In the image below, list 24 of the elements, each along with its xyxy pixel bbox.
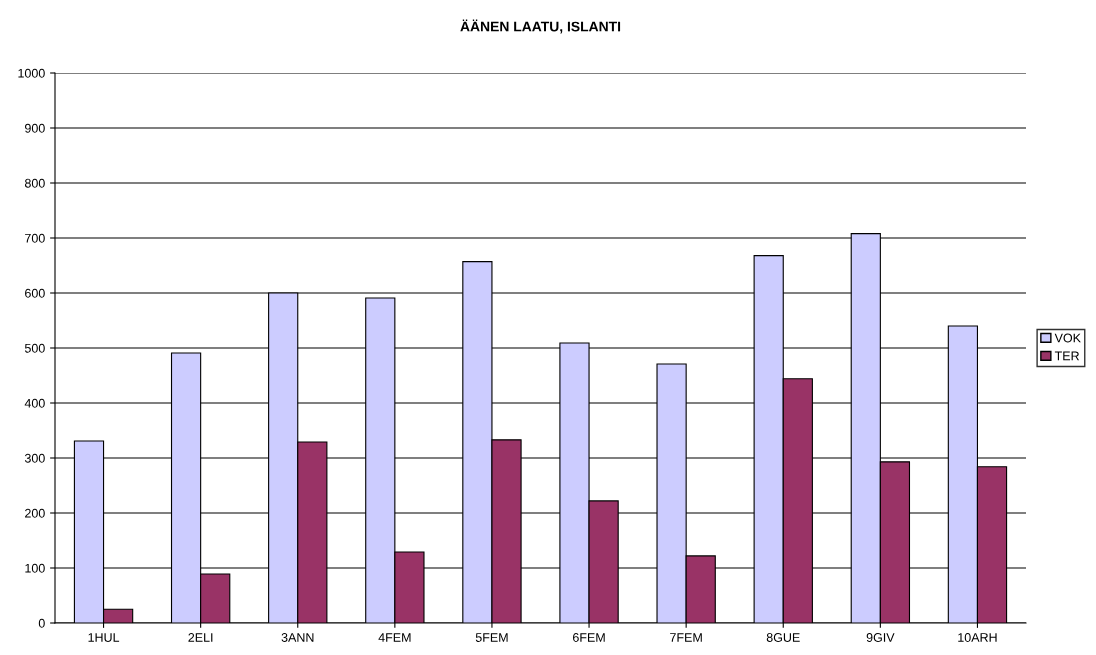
x-tick-label: 8GUE: [766, 633, 800, 642]
x-tick-label: 4FEM: [378, 633, 411, 642]
y-tick-label: 500: [24, 343, 45, 353]
x-tick-label: 7FEM: [670, 633, 702, 642]
x-tick-label: 3ANN: [281, 633, 314, 642]
x-tick-label: 5FEM: [475, 633, 508, 642]
x-tick-label: 9GIV: [866, 633, 895, 642]
legend-label: VOK: [1054, 333, 1081, 343]
x-tick-label: 1HUL: [88, 633, 120, 642]
y-tick-label: 1000: [18, 68, 45, 78]
y-tick-label: 100: [25, 563, 45, 573]
legend-label: TER: [1054, 351, 1080, 361]
y-tick-label: 0: [38, 618, 45, 628]
y-tick-label: 800: [24, 178, 45, 188]
chart-title: ÄÄNEN LAATU, ISLANTI: [460, 19, 621, 34]
y-tick-label: 900: [25, 123, 45, 133]
y-tick-label: 200: [25, 508, 45, 518]
x-tick-label: 2ELI: [188, 633, 213, 642]
x-tick-label: 6FEM: [573, 633, 605, 642]
y-tick-label: 400: [24, 398, 45, 408]
y-tick-label: 600: [25, 288, 45, 298]
y-tick-label: 300: [24, 453, 45, 463]
y-tick-label: 700: [25, 233, 45, 243]
x-tick-label: 10ARH: [958, 633, 997, 642]
